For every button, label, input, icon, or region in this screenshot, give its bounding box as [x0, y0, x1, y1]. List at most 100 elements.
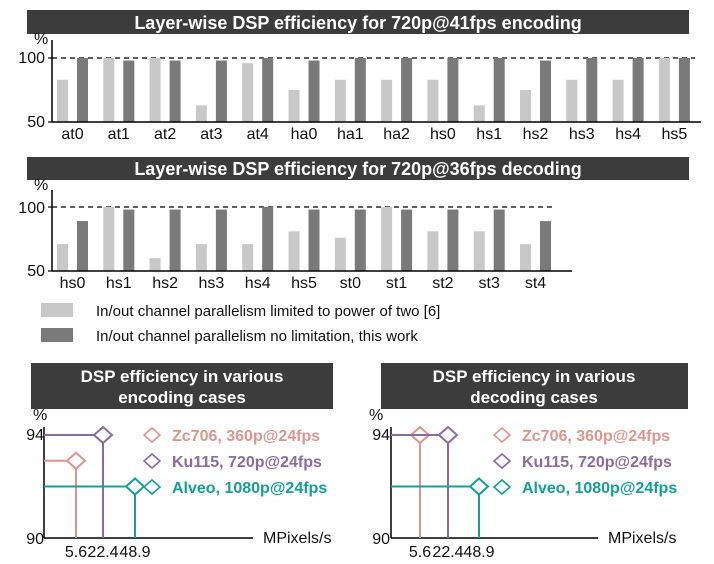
- data-point-diamond: [468, 477, 490, 496]
- bar-unlimited: [493, 58, 505, 122]
- bar-limited: [612, 79, 624, 122]
- x-tick-label: 48.9: [119, 544, 150, 561]
- x-tick-label: hs2: [523, 126, 549, 143]
- y-tick-label: 90: [372, 531, 390, 548]
- x-tick-label: 5.6: [409, 544, 431, 561]
- bar-limited: [103, 58, 115, 122]
- bar-unlimited: [540, 60, 551, 122]
- x-tick-label: hs2: [152, 275, 178, 292]
- bar-limited: [288, 90, 300, 122]
- x-tick-label: st4: [525, 275, 546, 292]
- series-label: Ku115, 720p@24fps: [172, 454, 322, 471]
- y-unit-label: %: [369, 407, 383, 424]
- x-tick-label: hs0: [430, 126, 456, 143]
- bar-limited: [427, 79, 439, 122]
- bar-limited: [195, 244, 207, 271]
- y-unit-label: %: [34, 31, 48, 48]
- data-point-diamond: [65, 451, 87, 471]
- bar-limited: [57, 79, 68, 122]
- x-tick-label: hs4: [615, 126, 641, 143]
- encoding-cases-title-line1: DSP efficiency in various: [81, 367, 284, 386]
- x-tick-label: at4: [247, 126, 269, 143]
- legend-label-limited: In/out channel parallelism limited to po…: [96, 303, 440, 320]
- encoding-cases-banner: [31, 363, 333, 409]
- series-label: Alveo, 1080p@24fps: [172, 480, 327, 497]
- x-tick-label: hs1: [106, 275, 132, 292]
- x-tick-label: hs5: [291, 275, 317, 292]
- bar-limited: [566, 79, 578, 122]
- decoding-cases-title-line2: decoding cases: [470, 388, 598, 407]
- bar-limited: [57, 244, 68, 271]
- decoding-cases-banner: [381, 363, 688, 409]
- bar-unlimited: [447, 58, 459, 122]
- legend-diamond-icon: [492, 426, 512, 444]
- legend-swatch-unlimited: [41, 328, 73, 342]
- series-line: [44, 459, 77, 538]
- y-tick-label: 94: [26, 427, 44, 444]
- series-label: Ku115, 720p@24fps: [522, 454, 672, 471]
- bar-unlimited: [354, 209, 366, 271]
- decoding-title-banner: [27, 157, 689, 180]
- x-tick-label: ha1: [337, 126, 364, 143]
- legend-diamond-icon: [142, 426, 162, 444]
- series-label: Zc706, 360p@24fps: [522, 428, 670, 445]
- series-label: Alveo, 1080p@24fps: [522, 480, 677, 497]
- bar-limited: [381, 207, 393, 271]
- bar-limited: [520, 90, 531, 122]
- encoding-cases-title-line2: encoding cases: [118, 388, 246, 407]
- bar-limited: [334, 237, 346, 271]
- bar-limited: [473, 231, 485, 271]
- data-point-diamond: [437, 425, 459, 445]
- series-label: Zc706, 360p@24fps: [172, 428, 320, 445]
- y-tick-label: 100: [18, 50, 45, 67]
- bar-unlimited: [215, 209, 227, 271]
- legend-diamond-icon: [492, 478, 512, 496]
- x-tick-label: ha2: [383, 126, 410, 143]
- bar-unlimited: [586, 58, 598, 122]
- series-line: [44, 485, 136, 538]
- x-tick-label: at2: [154, 126, 176, 143]
- y-tick-label: 94: [372, 427, 390, 444]
- bar-limited: [520, 244, 531, 271]
- x-tick-label: hs5: [662, 126, 688, 143]
- x-axis-label: MPixels/s: [263, 530, 331, 547]
- encoding-chart-title: Layer-wise DSP efficiency for 720p@41fps…: [134, 13, 581, 33]
- x-tick-label: hs3: [199, 275, 225, 292]
- y-tick-label: 50: [27, 263, 45, 280]
- bar-unlimited: [308, 60, 320, 122]
- bar-unlimited: [77, 58, 88, 122]
- series-line: [391, 485, 480, 538]
- bar-limited: [103, 207, 115, 271]
- x-tick-label: hs1: [476, 126, 502, 143]
- y-tick-label: 100: [18, 200, 45, 217]
- bar-unlimited: [169, 209, 181, 271]
- y-unit-label: %: [34, 177, 48, 194]
- x-tick-label: ha0: [291, 126, 318, 143]
- bar-unlimited: [308, 209, 320, 271]
- x-tick-label: st2: [432, 275, 453, 292]
- bar-limited: [242, 244, 254, 271]
- bar-unlimited: [540, 221, 551, 271]
- x-tick-label: 48.9: [463, 544, 494, 561]
- bar-unlimited: [262, 207, 274, 271]
- x-tick-label: hs3: [569, 126, 595, 143]
- bar-unlimited: [401, 209, 413, 271]
- bar-unlimited: [678, 58, 690, 122]
- bar-limited: [288, 231, 300, 271]
- x-tick-label: st1: [386, 275, 407, 292]
- data-point-diamond: [124, 477, 146, 496]
- x-tick-label: 5.6: [65, 544, 87, 561]
- bar-unlimited: [169, 60, 181, 122]
- encoding-title-banner: [27, 10, 689, 34]
- legend-diamond-icon: [142, 478, 162, 496]
- bar-unlimited: [77, 221, 88, 271]
- decoding-cases-title-line1: DSP efficiency in various: [433, 367, 636, 386]
- x-axis-label: MPixels/s: [608, 530, 676, 547]
- bar-limited: [195, 105, 207, 122]
- x-tick-label: at0: [61, 126, 83, 143]
- bar-unlimited: [401, 58, 413, 122]
- x-tick-label: hs4: [245, 275, 271, 292]
- bar-unlimited: [123, 60, 135, 122]
- bar-unlimited: [354, 58, 366, 122]
- bar-limited: [427, 231, 439, 271]
